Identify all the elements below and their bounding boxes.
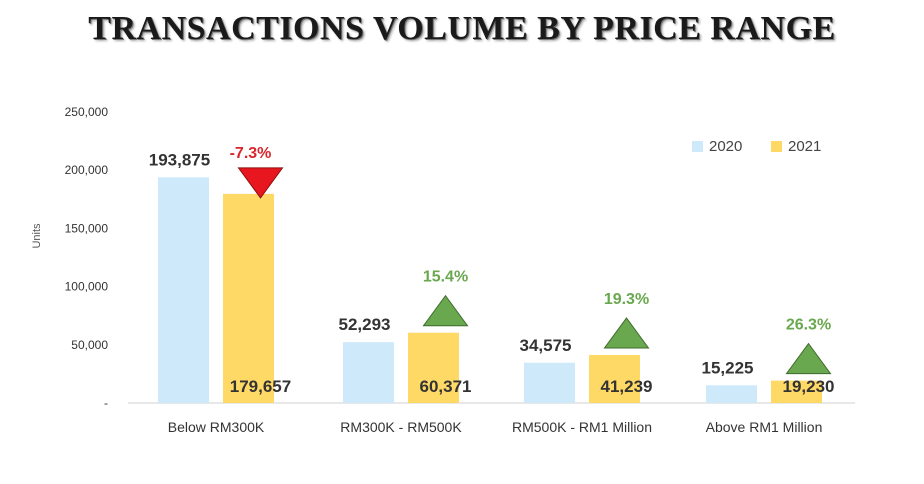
bar-2020-1	[158, 177, 209, 403]
value-label-2021: 41,239	[601, 377, 653, 396]
value-label-2020: 34,575	[520, 336, 572, 355]
change-percent-label: 15.4%	[423, 269, 468, 286]
value-label-2020: 52,293	[339, 315, 391, 334]
bar-2021-4	[771, 380, 822, 403]
value-label-2021: 179,657	[230, 377, 291, 396]
bar-2021-3	[589, 354, 640, 403]
category-label: RM500K - RM1 Million	[512, 419, 652, 435]
value-label-2020: 193,875	[149, 150, 210, 169]
y-tick-label: 250,000	[65, 105, 109, 119]
value-label-2020: 15,225	[702, 358, 754, 377]
change-up-triangle	[422, 294, 469, 327]
legend-label-2020: 2020	[709, 138, 742, 155]
y-tick-label: 100,000	[65, 280, 109, 294]
legend-swatch-2021	[771, 141, 782, 152]
change-percent-label: -7.3%	[230, 145, 272, 162]
value-label-2021: 19,230	[783, 377, 835, 396]
change-down-triangle	[237, 167, 284, 199]
change-up-triangle	[603, 317, 650, 349]
legend-swatch-2020	[692, 141, 703, 152]
y-tick-label: 200,000	[65, 163, 109, 177]
bar-2021-1	[223, 193, 274, 403]
chart-title: TRANSACTIONS VOLUME BY PRICE RANGE	[88, 10, 836, 47]
change-percent-label: 26.3%	[786, 317, 831, 334]
value-label-2021: 60,371	[420, 377, 472, 396]
category-label: RM300K - RM500K	[340, 419, 462, 435]
bar-2020-4	[706, 385, 757, 403]
category-label: Above RM1 Million	[706, 419, 823, 435]
y-axis-label: Units	[31, 223, 43, 249]
bar-2020-2	[343, 342, 394, 403]
change-percent-label: 19.3%	[604, 291, 649, 308]
y-tick-label: 150,000	[65, 221, 109, 235]
y-tick-label: 50,000	[71, 338, 108, 352]
change-up-triangle	[785, 342, 832, 375]
bar-2020-3	[524, 362, 575, 403]
bar-2021-2	[408, 332, 459, 403]
category-label: Below RM300K	[168, 419, 265, 435]
legend-label-2021: 2021	[788, 138, 821, 155]
y-tick-label: -	[104, 396, 108, 410]
